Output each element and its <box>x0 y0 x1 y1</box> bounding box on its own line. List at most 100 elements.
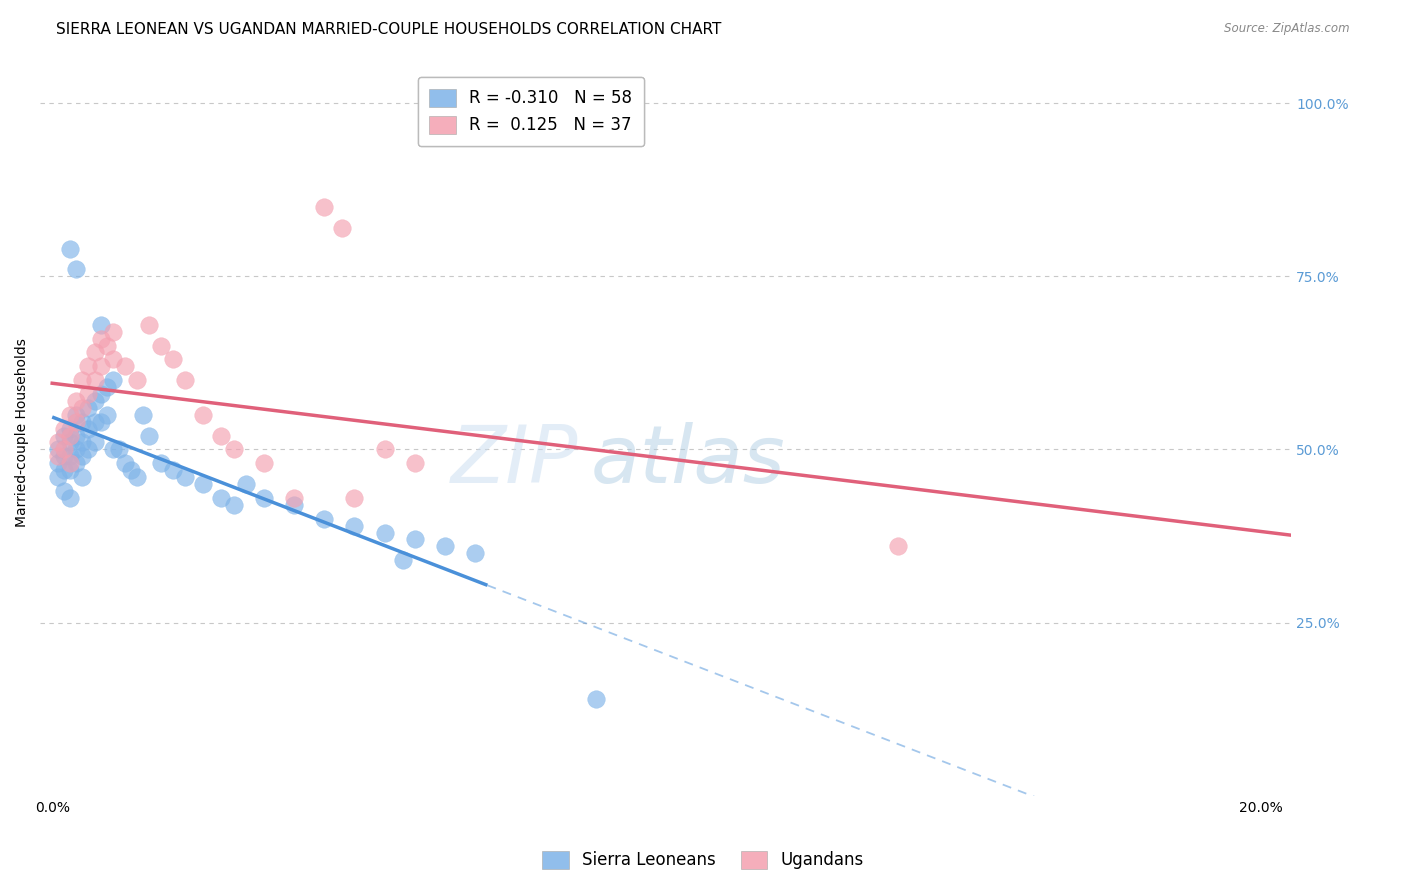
Y-axis label: Married-couple Households: Married-couple Households <box>15 338 30 526</box>
Text: SIERRA LEONEAN VS UGANDAN MARRIED-COUPLE HOUSEHOLDS CORRELATION CHART: SIERRA LEONEAN VS UGANDAN MARRIED-COUPLE… <box>56 22 721 37</box>
Point <box>83 345 105 359</box>
Point <box>374 525 396 540</box>
Point <box>434 540 457 554</box>
Point <box>72 450 94 464</box>
Point <box>59 456 82 470</box>
Point <box>464 546 486 560</box>
Point <box>150 456 173 470</box>
Point <box>65 393 87 408</box>
Point <box>53 463 76 477</box>
Point <box>107 442 129 457</box>
Legend: Sierra Leoneans, Ugandans: Sierra Leoneans, Ugandans <box>531 840 875 880</box>
Point <box>65 442 87 457</box>
Point <box>343 518 366 533</box>
Point <box>72 470 94 484</box>
Point <box>222 442 245 457</box>
Point <box>101 442 124 457</box>
Point <box>150 338 173 352</box>
Point <box>59 435 82 450</box>
Point <box>114 359 136 374</box>
Point <box>90 387 112 401</box>
Text: Source: ZipAtlas.com: Source: ZipAtlas.com <box>1225 22 1350 36</box>
Point <box>59 463 82 477</box>
Point <box>174 373 197 387</box>
Point <box>96 338 118 352</box>
Point <box>101 352 124 367</box>
Point <box>46 456 69 470</box>
Point <box>90 359 112 374</box>
Point <box>138 318 160 332</box>
Point <box>59 242 82 256</box>
Point <box>53 483 76 498</box>
Point <box>65 428 87 442</box>
Point <box>125 470 148 484</box>
Point <box>83 435 105 450</box>
Point <box>211 428 233 442</box>
Point <box>59 422 82 436</box>
Point <box>65 415 87 429</box>
Point <box>162 463 184 477</box>
Point <box>65 408 87 422</box>
Point <box>53 422 76 436</box>
Point <box>101 373 124 387</box>
Point <box>330 220 353 235</box>
Point <box>59 450 82 464</box>
Point <box>253 491 276 505</box>
Point <box>211 491 233 505</box>
Point <box>46 470 69 484</box>
Point <box>193 408 215 422</box>
Point <box>90 332 112 346</box>
Point <box>65 456 87 470</box>
Point <box>314 200 336 214</box>
Point <box>83 373 105 387</box>
Point <box>343 491 366 505</box>
Point <box>53 428 76 442</box>
Point <box>59 491 82 505</box>
Point <box>72 373 94 387</box>
Point <box>90 415 112 429</box>
Point <box>83 415 105 429</box>
Point <box>404 456 426 470</box>
Point <box>283 498 305 512</box>
Point <box>72 435 94 450</box>
Point <box>222 498 245 512</box>
Text: ZIP: ZIP <box>451 422 578 500</box>
Point <box>174 470 197 484</box>
Legend: R = -0.310   N = 58, R =  0.125   N = 37: R = -0.310 N = 58, R = 0.125 N = 37 <box>418 77 644 146</box>
Point <box>65 262 87 277</box>
Point <box>101 325 124 339</box>
Point <box>162 352 184 367</box>
Point <box>404 533 426 547</box>
Point <box>96 408 118 422</box>
Point <box>253 456 276 470</box>
Point <box>193 477 215 491</box>
Point <box>114 456 136 470</box>
Point <box>77 359 100 374</box>
Point <box>46 435 69 450</box>
Point <box>77 442 100 457</box>
Point <box>59 408 82 422</box>
Point <box>77 422 100 436</box>
Point <box>283 491 305 505</box>
Point <box>314 511 336 525</box>
Point <box>391 553 413 567</box>
Text: atlas: atlas <box>591 422 786 500</box>
Point <box>235 477 257 491</box>
Point <box>374 442 396 457</box>
Point <box>77 401 100 415</box>
Point <box>585 691 607 706</box>
Point <box>59 428 82 442</box>
Point <box>138 428 160 442</box>
Point <box>96 380 118 394</box>
Point <box>46 442 69 457</box>
Point <box>72 401 94 415</box>
Point <box>46 450 69 464</box>
Point <box>83 393 105 408</box>
Point <box>53 450 76 464</box>
Point <box>90 318 112 332</box>
Point <box>53 442 76 457</box>
Point <box>125 373 148 387</box>
Point <box>887 540 910 554</box>
Point <box>77 387 100 401</box>
Point <box>120 463 142 477</box>
